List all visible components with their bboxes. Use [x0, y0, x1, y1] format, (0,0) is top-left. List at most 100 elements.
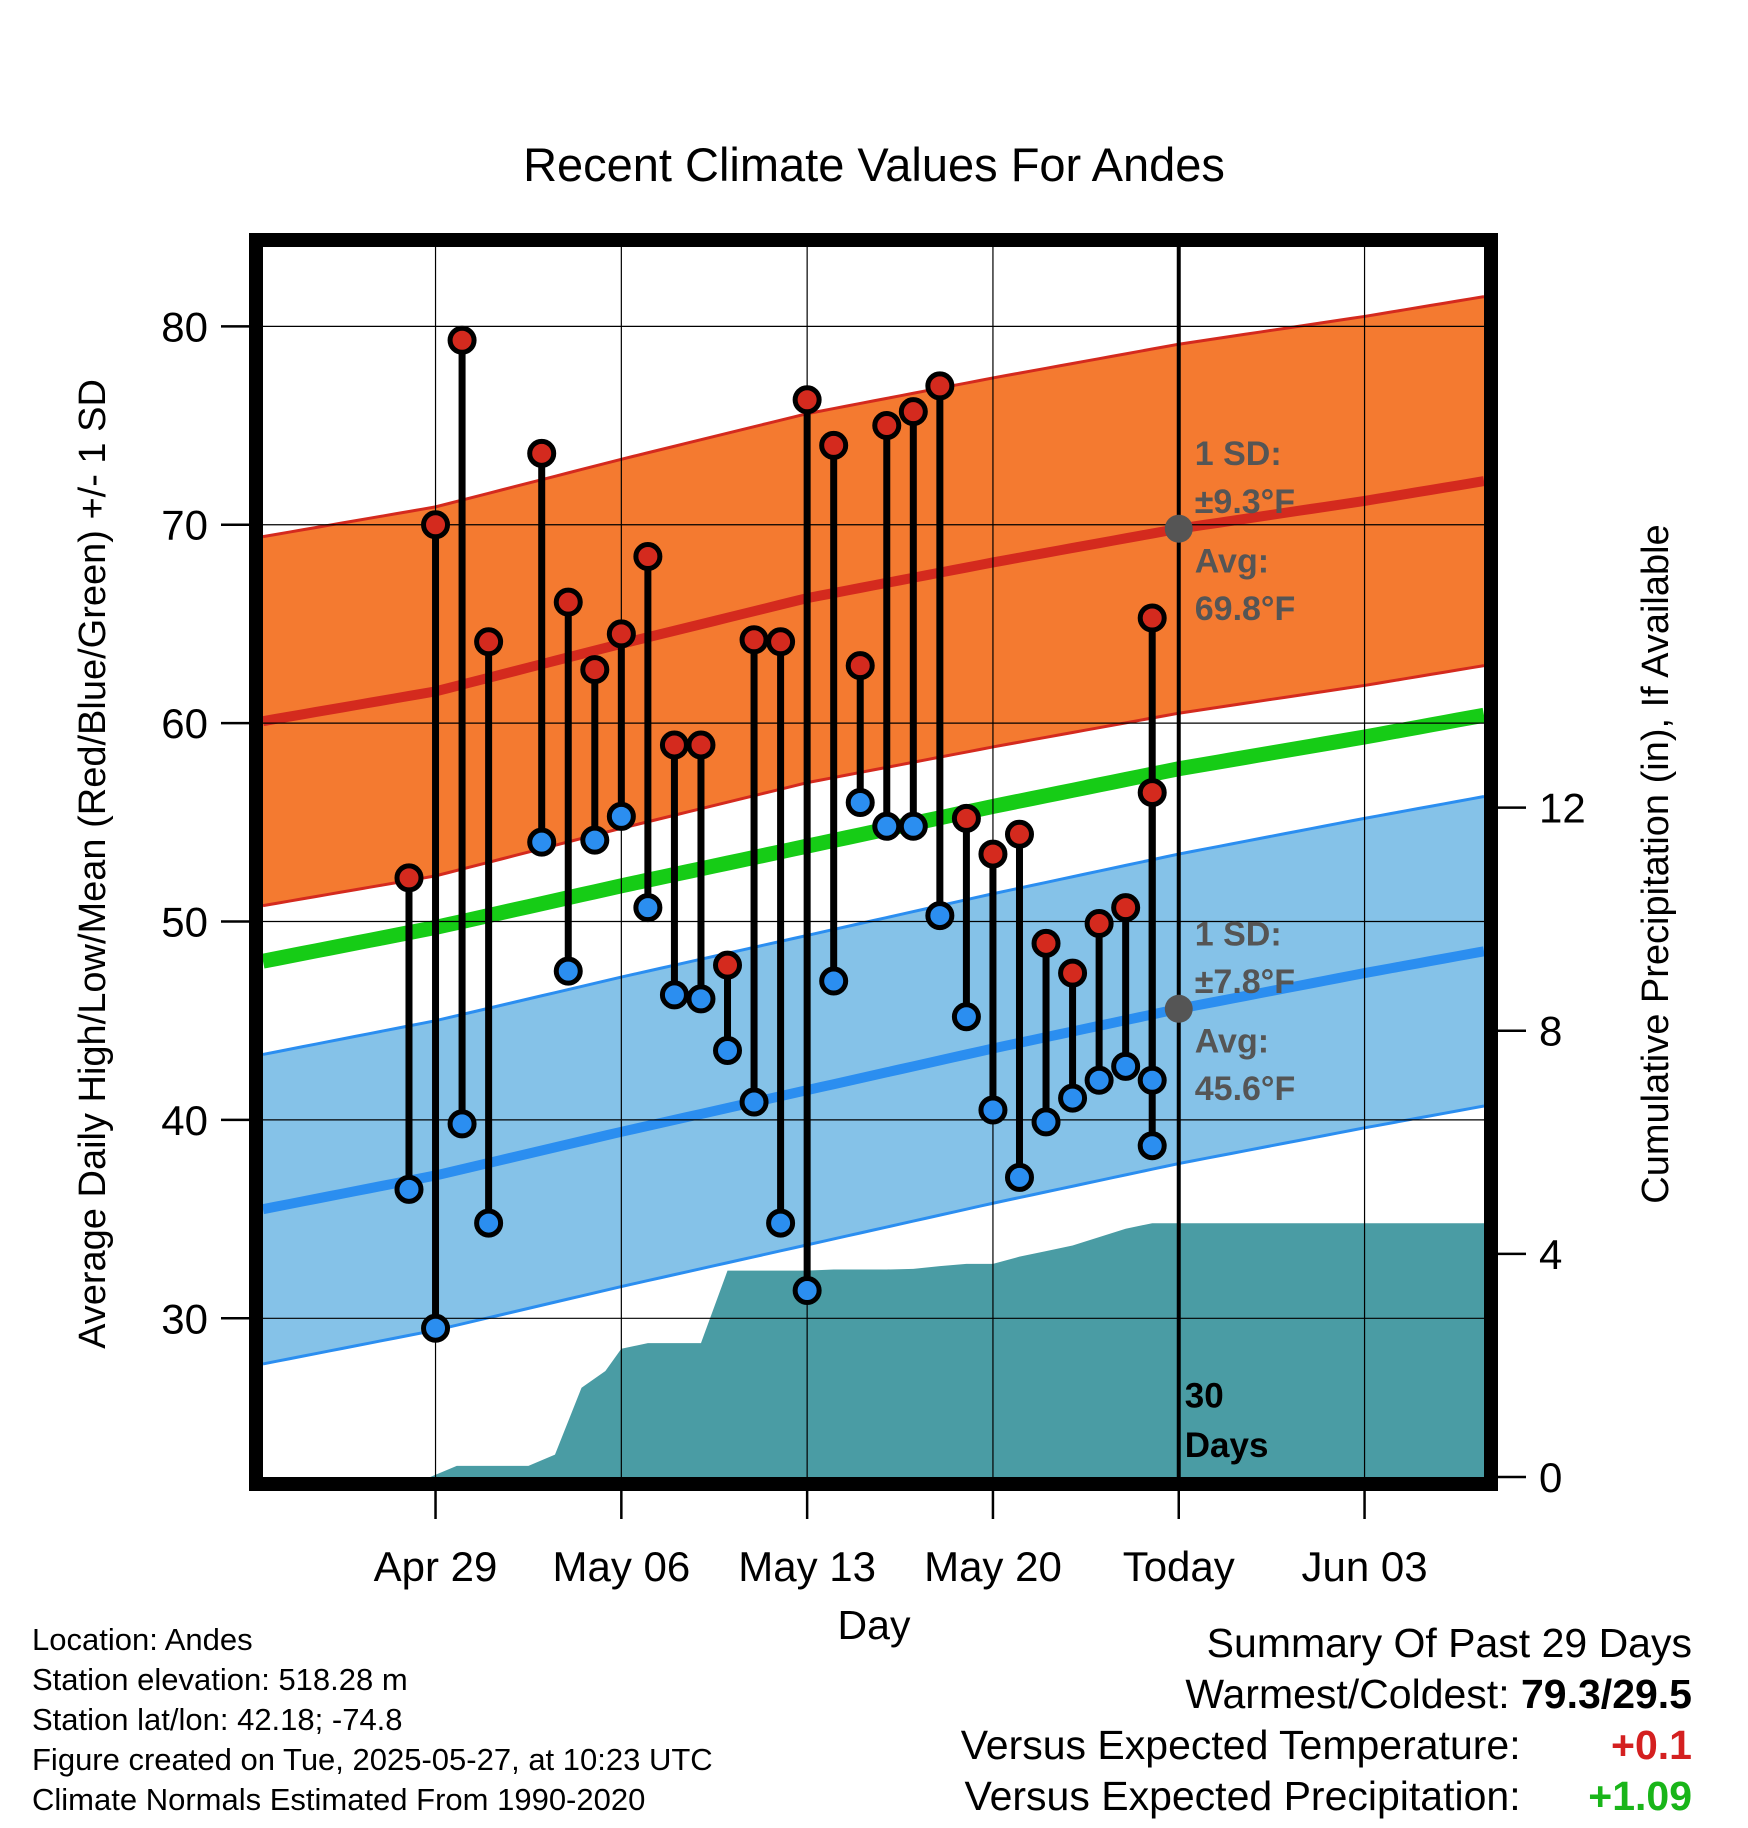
- obs-low-point-1: [421, 1313, 451, 1343]
- obs-high-point-2: [447, 325, 477, 355]
- obs-low-point-16: [845, 787, 875, 817]
- y-right-tick-label-2: 8: [1539, 1008, 1562, 1055]
- obs-high-point-15: [819, 430, 849, 460]
- obs-low-point-13: [766, 1208, 796, 1238]
- temp-label: Versus Expected Temperature:: [960, 1722, 1521, 1768]
- low-normal-band-lower-edge: [262, 1104, 1485, 1366]
- obs-low-point-9: [659, 980, 689, 1010]
- prcp-value: +1.09: [1588, 1773, 1692, 1819]
- y-axis-label-right: Cumulative Precipitation (in), If Availa…: [1635, 524, 1677, 1203]
- x-tick-label-5: Jun 03: [1301, 1543, 1427, 1590]
- summary-temp-row: Versus Expected Temperature: +0.1: [961, 1720, 1692, 1771]
- obs-low-point-2: [447, 1109, 477, 1139]
- low-sd-label-line2: ±7.8°F: [1195, 963, 1295, 1001]
- high-normal-mean-line: [262, 476, 1485, 727]
- summary-warm-row: Warmest/Coldest: 79.3/29.5: [961, 1669, 1692, 1720]
- obs-low-point-7: [606, 801, 636, 831]
- high-avg-label-line1: Avg:: [1195, 542, 1269, 580]
- obs-high-point-17: [872, 411, 902, 441]
- obs-low-point-5: [553, 956, 583, 986]
- obs-high-point-24: [1058, 958, 1088, 988]
- location-text: Location: Andes: [32, 1622, 253, 1657]
- y-right-tick-label-3: 12: [1539, 785, 1586, 832]
- created-text: Figure created on Tue, 2025-05-27, at 10…: [32, 1742, 713, 1777]
- obs-high-point-25: [1084, 909, 1114, 938]
- y-tick-label-2: 50: [161, 899, 208, 946]
- obs-high-point-23: [1031, 928, 1061, 958]
- obs-high-point-11: [713, 950, 743, 980]
- plot-frame: [249, 233, 1498, 1491]
- summary-prcp-row: Versus Expected Precipitation: +1.09: [961, 1771, 1693, 1822]
- obs-low-point-21: [978, 1095, 1008, 1125]
- x-axis-label: Day: [838, 1602, 911, 1648]
- obs-high-point-18: [898, 397, 928, 427]
- elevation-text: Station elevation: 518.28 m: [32, 1662, 408, 1697]
- y-tick-label-1: 40: [161, 1097, 208, 1144]
- obs-high-point-27: [1137, 778, 1167, 808]
- obs-low-point-8: [633, 893, 663, 923]
- summary-panel: Summary Of Past 29 Days Warmest/Coldest:…: [961, 1618, 1692, 1822]
- obs-high-point-0: [394, 863, 424, 893]
- summary-title: Summary Of Past 29 Days: [1206, 1620, 1692, 1666]
- high-sd-label-line2: ±9.3°F: [1195, 483, 1295, 521]
- obs-low-point-12: [739, 1087, 769, 1117]
- x-tick-label-2: May 13: [738, 1543, 876, 1590]
- obs-high-point-9: [659, 730, 689, 760]
- obs-low-point-6: [580, 825, 610, 855]
- obs-low-point-17: [872, 811, 902, 841]
- obs-high-point-3: [474, 627, 504, 657]
- warm-value: 79.3/29.5: [1521, 1671, 1692, 1717]
- x-tick-label-0: Apr 29: [374, 1543, 498, 1590]
- obs-high-point-12: [739, 625, 769, 655]
- obs-low-point-4: [527, 827, 557, 857]
- obs-high-point-7: [606, 619, 636, 649]
- prcp-label: Versus Expected Precipitation:: [964, 1773, 1521, 1819]
- today-high-avg-marker: [1164, 514, 1193, 543]
- obs-low-point-23: [1031, 1107, 1061, 1137]
- y-tick-label-3: 60: [161, 700, 208, 747]
- obs-high-point-6: [580, 655, 610, 685]
- obs-high-point-26: [1111, 893, 1141, 923]
- obs-low-point-24: [1058, 1083, 1088, 1113]
- x-tick-label-4: Today: [1123, 1543, 1235, 1590]
- station-info: Location: Andes Station elevation: 518.2…: [32, 1620, 713, 1820]
- obs-low-point-14: [792, 1276, 822, 1306]
- chart-title: Recent Climate Values For Andes: [523, 138, 1225, 191]
- y-tick-label-5: 80: [161, 303, 208, 350]
- obs-low-point-26: [1111, 1051, 1141, 1081]
- y-tick-label-4: 70: [161, 502, 208, 549]
- x-tick-label-1: May 06: [552, 1543, 690, 1590]
- obs-high-point-13: [766, 627, 796, 657]
- today-days-label-line1: 30: [1185, 1377, 1224, 1416]
- low-normal-band-upper-edge: [262, 795, 1485, 1056]
- obs-low-point-19: [925, 901, 955, 931]
- high-sd-label-line1: 1 SD:: [1195, 435, 1282, 473]
- obs-high-point-21: [978, 839, 1008, 869]
- high-normal-band-lower-edge: [262, 664, 1485, 908]
- obs-low-point-18: [898, 811, 928, 841]
- normals-text: Climate Normals Estimated From 1990-2020: [32, 1782, 646, 1817]
- obs-low-point-10: [686, 984, 716, 1014]
- latlon-text: Station lat/lon: 42.18; -74.8: [32, 1702, 403, 1737]
- y-axis-label-left: Average Daily High/Low/Mean (Red/Blue/Gr…: [72, 379, 114, 1349]
- obs-high-point-4: [527, 438, 557, 468]
- today-low-avg-marker: [1164, 994, 1193, 1023]
- today-days-label-line2: Days: [1185, 1426, 1269, 1465]
- obs-low-point-22: [1004, 1162, 1034, 1192]
- warm-label: Warmest/Coldest:: [1185, 1671, 1510, 1717]
- obs-low-point-11: [713, 1035, 743, 1065]
- plot-area: 1 SD: ±9.3°F Avg: 69.8°F 1 SD: ±7.8°F Avg: 45.6…: [161, 233, 1586, 1590]
- obs-high-point-20: [951, 803, 981, 833]
- obs-high-point-5: [553, 587, 583, 617]
- obs-low-point-28: [1137, 1131, 1167, 1161]
- obs-high-point-10: [686, 730, 716, 760]
- low-normal-mean-line: [262, 946, 1485, 1215]
- low-avg-label-line2: 45.6°F: [1195, 1070, 1296, 1108]
- y-right-tick-label-0: 0: [1539, 1454, 1562, 1501]
- y-right-tick-label-1: 4: [1539, 1231, 1562, 1278]
- low-avg-label-line1: Avg:: [1195, 1022, 1269, 1060]
- obs-low-point-0: [394, 1174, 424, 1204]
- obs-high-point-19: [925, 371, 955, 401]
- obs-low-point-25: [1084, 1065, 1114, 1095]
